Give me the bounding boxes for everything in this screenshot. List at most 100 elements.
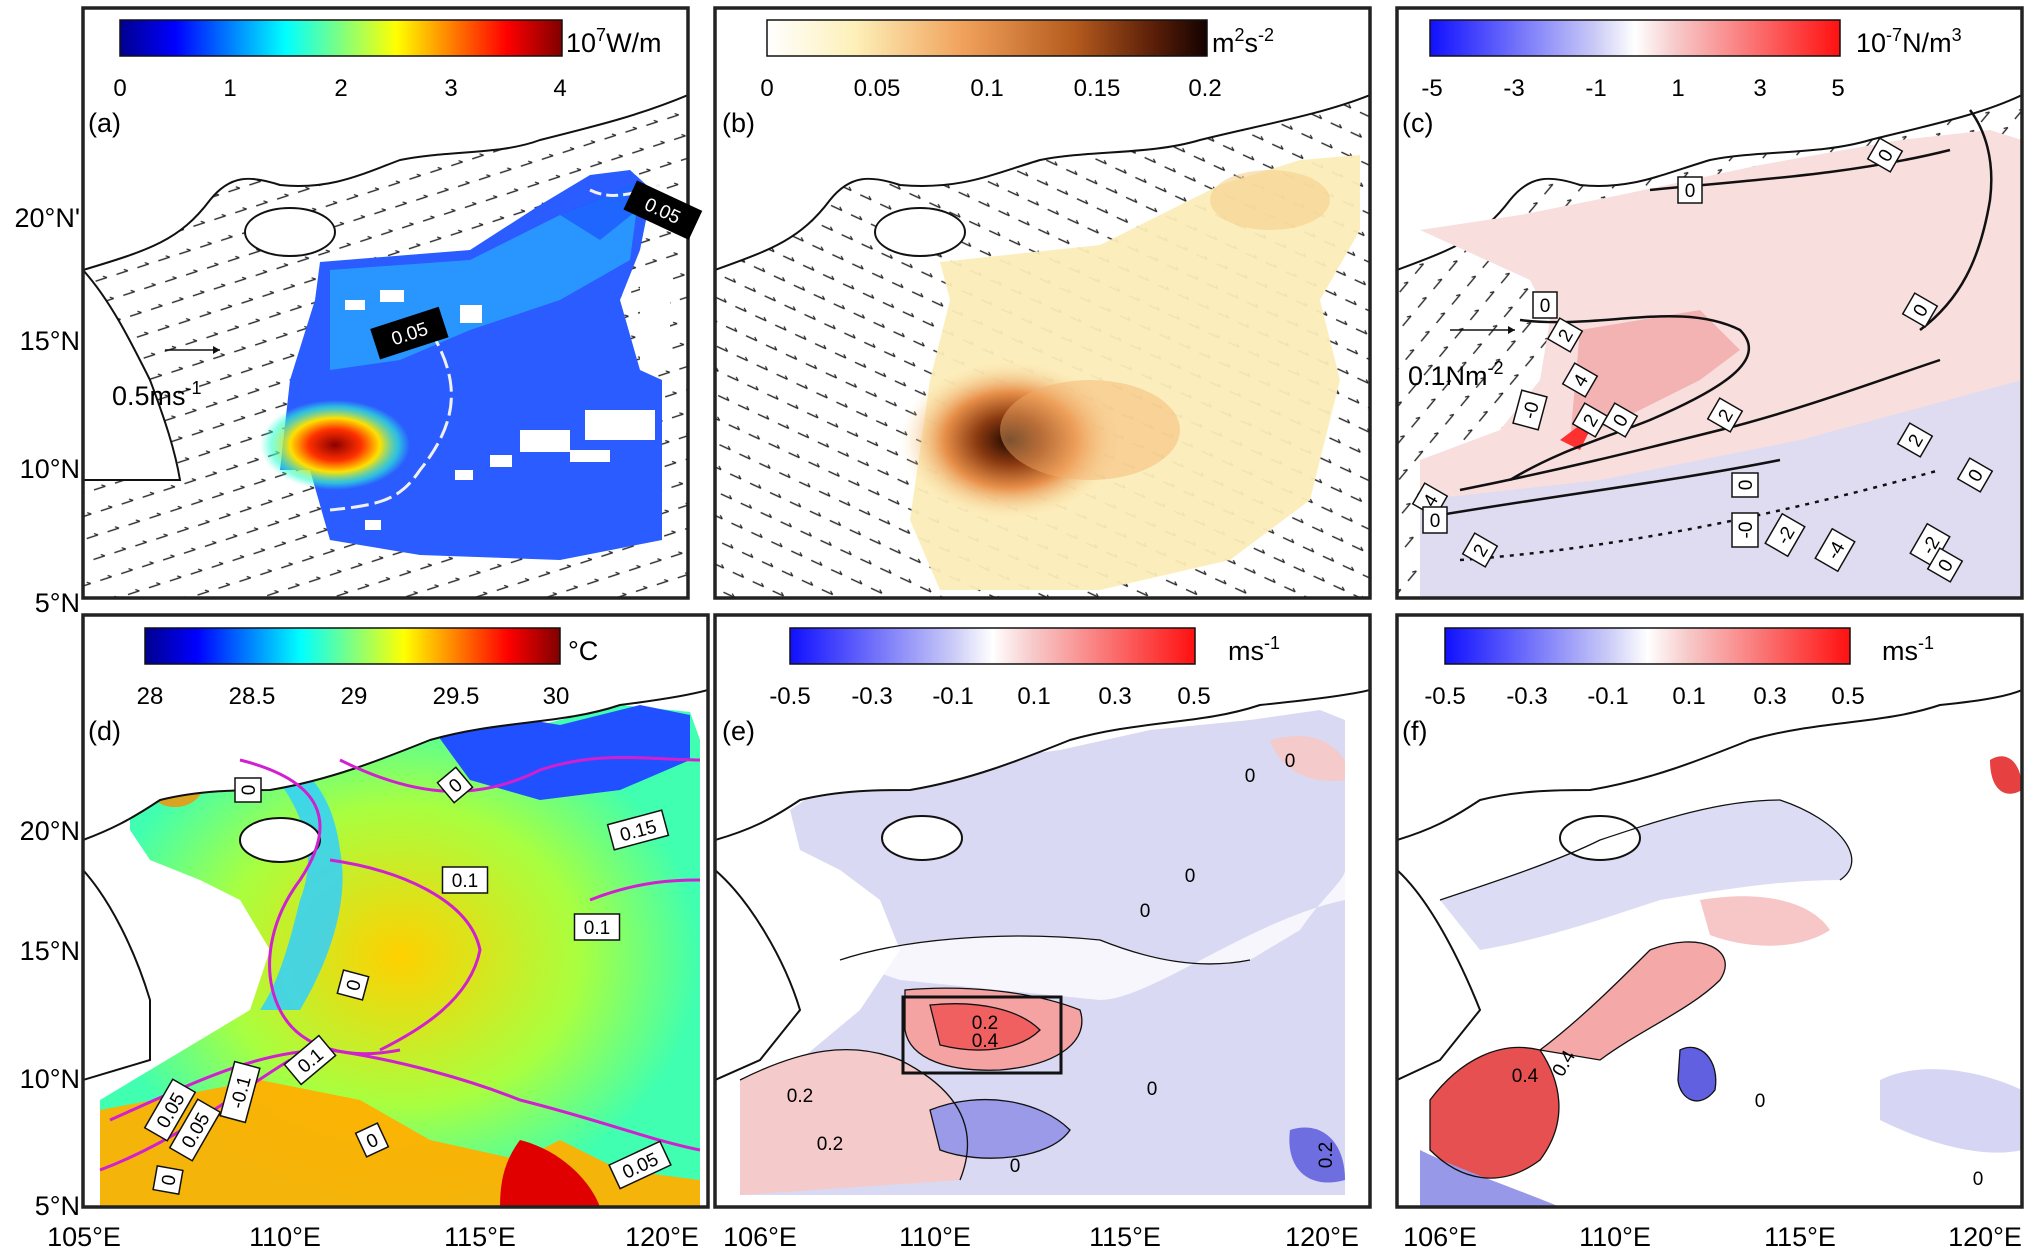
panel-e-cb-tick: -0.3 — [851, 683, 892, 710]
panel-f-cb-tick: 0.5 — [1831, 683, 1864, 710]
panel-f-colorbar-unit: ms-1 — [1882, 633, 1934, 666]
panel-e-colorbar — [789, 627, 1196, 665]
panel-b-cb-tick: 0.05 — [854, 75, 901, 102]
contour-label: 2 — [1706, 397, 1744, 433]
panel-a-frame — [81, 6, 690, 600]
contour-label: 0 — [1185, 866, 1196, 887]
contour-label: 0.4 — [972, 1031, 999, 1052]
contour-label-text: 0 — [1685, 181, 1696, 202]
panel-e-label: (e) — [722, 716, 755, 746]
x-tick-label: 106°E — [723, 1222, 797, 1252]
x-tick-label: 115°E — [444, 1222, 516, 1252]
panel-b-coastline — [715, 8, 1370, 272]
panel-d-cb-tick: 29.5 — [433, 683, 480, 710]
contour-label-text: 0 — [158, 1173, 181, 1187]
panel-a-cb-tick: 0 — [113, 75, 126, 102]
panel-c-cb-tick: -1 — [1585, 75, 1606, 102]
panel-d-cb-tick: 30 — [543, 683, 570, 710]
contour-label-text: 0.2 — [787, 1086, 813, 1107]
contour-label: 0 — [1285, 751, 1296, 772]
contour-label-text: 0 — [1755, 1091, 1766, 1112]
y-tick-label: 5°N — [35, 588, 80, 618]
contour-label: 0 — [1601, 402, 1639, 438]
contour-label-text: 0.2 — [1316, 1142, 1337, 1168]
contour-label: 0.4 — [1512, 1066, 1539, 1087]
contour-label-text: 0 — [239, 785, 260, 796]
panel-c-coastline — [1397, 8, 2022, 272]
contour-label-text: 0 — [1285, 751, 1296, 772]
panel-c: 10-7N/m3 -5 -3 -1 1 3 5 (c) 0.1Nm-2 0 0 0 0… — [1395, 6, 2024, 600]
panel-c-frame — [1395, 6, 2024, 600]
contour-label: -4 — [1814, 527, 1856, 573]
panel-f: ms-1 -0.5 -0.3 -0.1 0.1 0.3 0.5 (f) 0.4 0… — [1395, 613, 2024, 1209]
panel-d-colorbar-ticks: 28 28.5 29 29.5 30 — [137, 683, 570, 710]
y-tick-label: 15°N — [20, 326, 80, 356]
contour-label: 0.1 — [441, 866, 489, 894]
panel-c-cb-tick: 3 — [1753, 75, 1766, 102]
panel-b-cb-tick: 0.1 — [970, 75, 1003, 102]
panel-d-cb-tick: 29 — [341, 683, 368, 710]
contour-label: 0 — [1956, 457, 1994, 493]
contour-label: 4 — [1561, 362, 1599, 398]
contour-label-text: 0.4 — [1512, 1066, 1539, 1087]
svg-text:0.1Nm-2: 0.1Nm-2 — [1408, 358, 1504, 391]
contour-label: 0 — [1731, 472, 1759, 498]
contour-label: 0 — [1245, 766, 1256, 787]
panel-f-contours — [1429, 799, 1853, 1179]
contour-label-text: -0 — [1519, 400, 1544, 422]
panel-c-cb-tick: -3 — [1503, 75, 1524, 102]
contour-label: 0 — [1422, 506, 1448, 534]
panel-a-label: (a) — [88, 108, 121, 138]
panel-f-label: (f) — [1402, 716, 1427, 746]
panel-d-colorbar-unit: °C — [568, 636, 598, 666]
x-tick-label: 120°E — [1285, 1222, 1359, 1252]
contour-label: 0.1 — [573, 913, 621, 941]
panel-f-frame — [1395, 613, 2024, 1209]
contour-label: 0 — [152, 1165, 184, 1195]
contour-label: 0.2 — [1316, 1142, 1337, 1168]
panel-a-cb-tick: 4 — [553, 75, 566, 102]
contour-label-text: 0.1 — [452, 871, 478, 892]
panel-d-colorbar — [144, 627, 561, 665]
panel-e-highlight-box — [901, 995, 1063, 1075]
x-tick-label: 120°E — [625, 1222, 699, 1252]
contour-label: 0 — [1532, 291, 1558, 319]
contour-label-text: 0.1 — [584, 918, 610, 939]
panel-a-contour-label: 0.05 — [370, 306, 449, 360]
y-axis-bottom: 20°N 15°N 10°N 5°N — [20, 816, 80, 1221]
panel-b-colorbar — [766, 19, 1208, 57]
panel-c-label: (c) — [1402, 108, 1433, 138]
x-tick-label: 110°E — [249, 1222, 321, 1252]
y-tick-label: 10°N — [20, 454, 80, 484]
contour-label: 0 — [1755, 1091, 1766, 1112]
contour-label-text: 0 — [1140, 901, 1151, 922]
x-axis-e: 106°E 110°E 115°E 120°E — [723, 1222, 1359, 1252]
panel-d-frame — [81, 613, 710, 1209]
x-tick-label: 120°E — [1948, 1222, 2022, 1252]
contour-label: 0 — [1901, 292, 1939, 328]
contour-label: 0 — [336, 969, 370, 1001]
panel-d: °C 28 28.5 29 29.5 30 (d) 0 00.10.150.100… — [81, 613, 710, 1209]
panel-a-coastline — [83, 8, 688, 272]
panel-e-coastline — [715, 615, 1370, 842]
contour-label: 2 — [1571, 402, 1609, 438]
contour-label-text: 0.2 — [817, 1134, 843, 1155]
panel-d-label: (d) — [88, 716, 121, 746]
contour-label: -0 — [1512, 389, 1548, 431]
panel-a-cb-tick: 2 — [334, 75, 347, 102]
panel-b-label: (b) — [722, 108, 755, 138]
x-tick-label: 115°E — [1764, 1222, 1836, 1252]
panel-f-cb-tick: 0.1 — [1672, 683, 1705, 710]
panel-e-cb-tick: 0.1 — [1017, 683, 1050, 710]
contour-label-text: 0.4 — [972, 1031, 999, 1052]
panel-b-cb-tick: 0.2 — [1188, 75, 1221, 102]
panel-b-cb-tick: 0 — [760, 75, 773, 102]
contour-label: -2 — [1764, 512, 1806, 558]
x-axis-d: 105°E 110°E 115°E 120°E — [47, 1222, 699, 1252]
contour-label: 0 — [1147, 1079, 1158, 1100]
panel-c-contours — [1439, 109, 1993, 562]
panel-d-cb-tick: 28 — [137, 683, 164, 710]
